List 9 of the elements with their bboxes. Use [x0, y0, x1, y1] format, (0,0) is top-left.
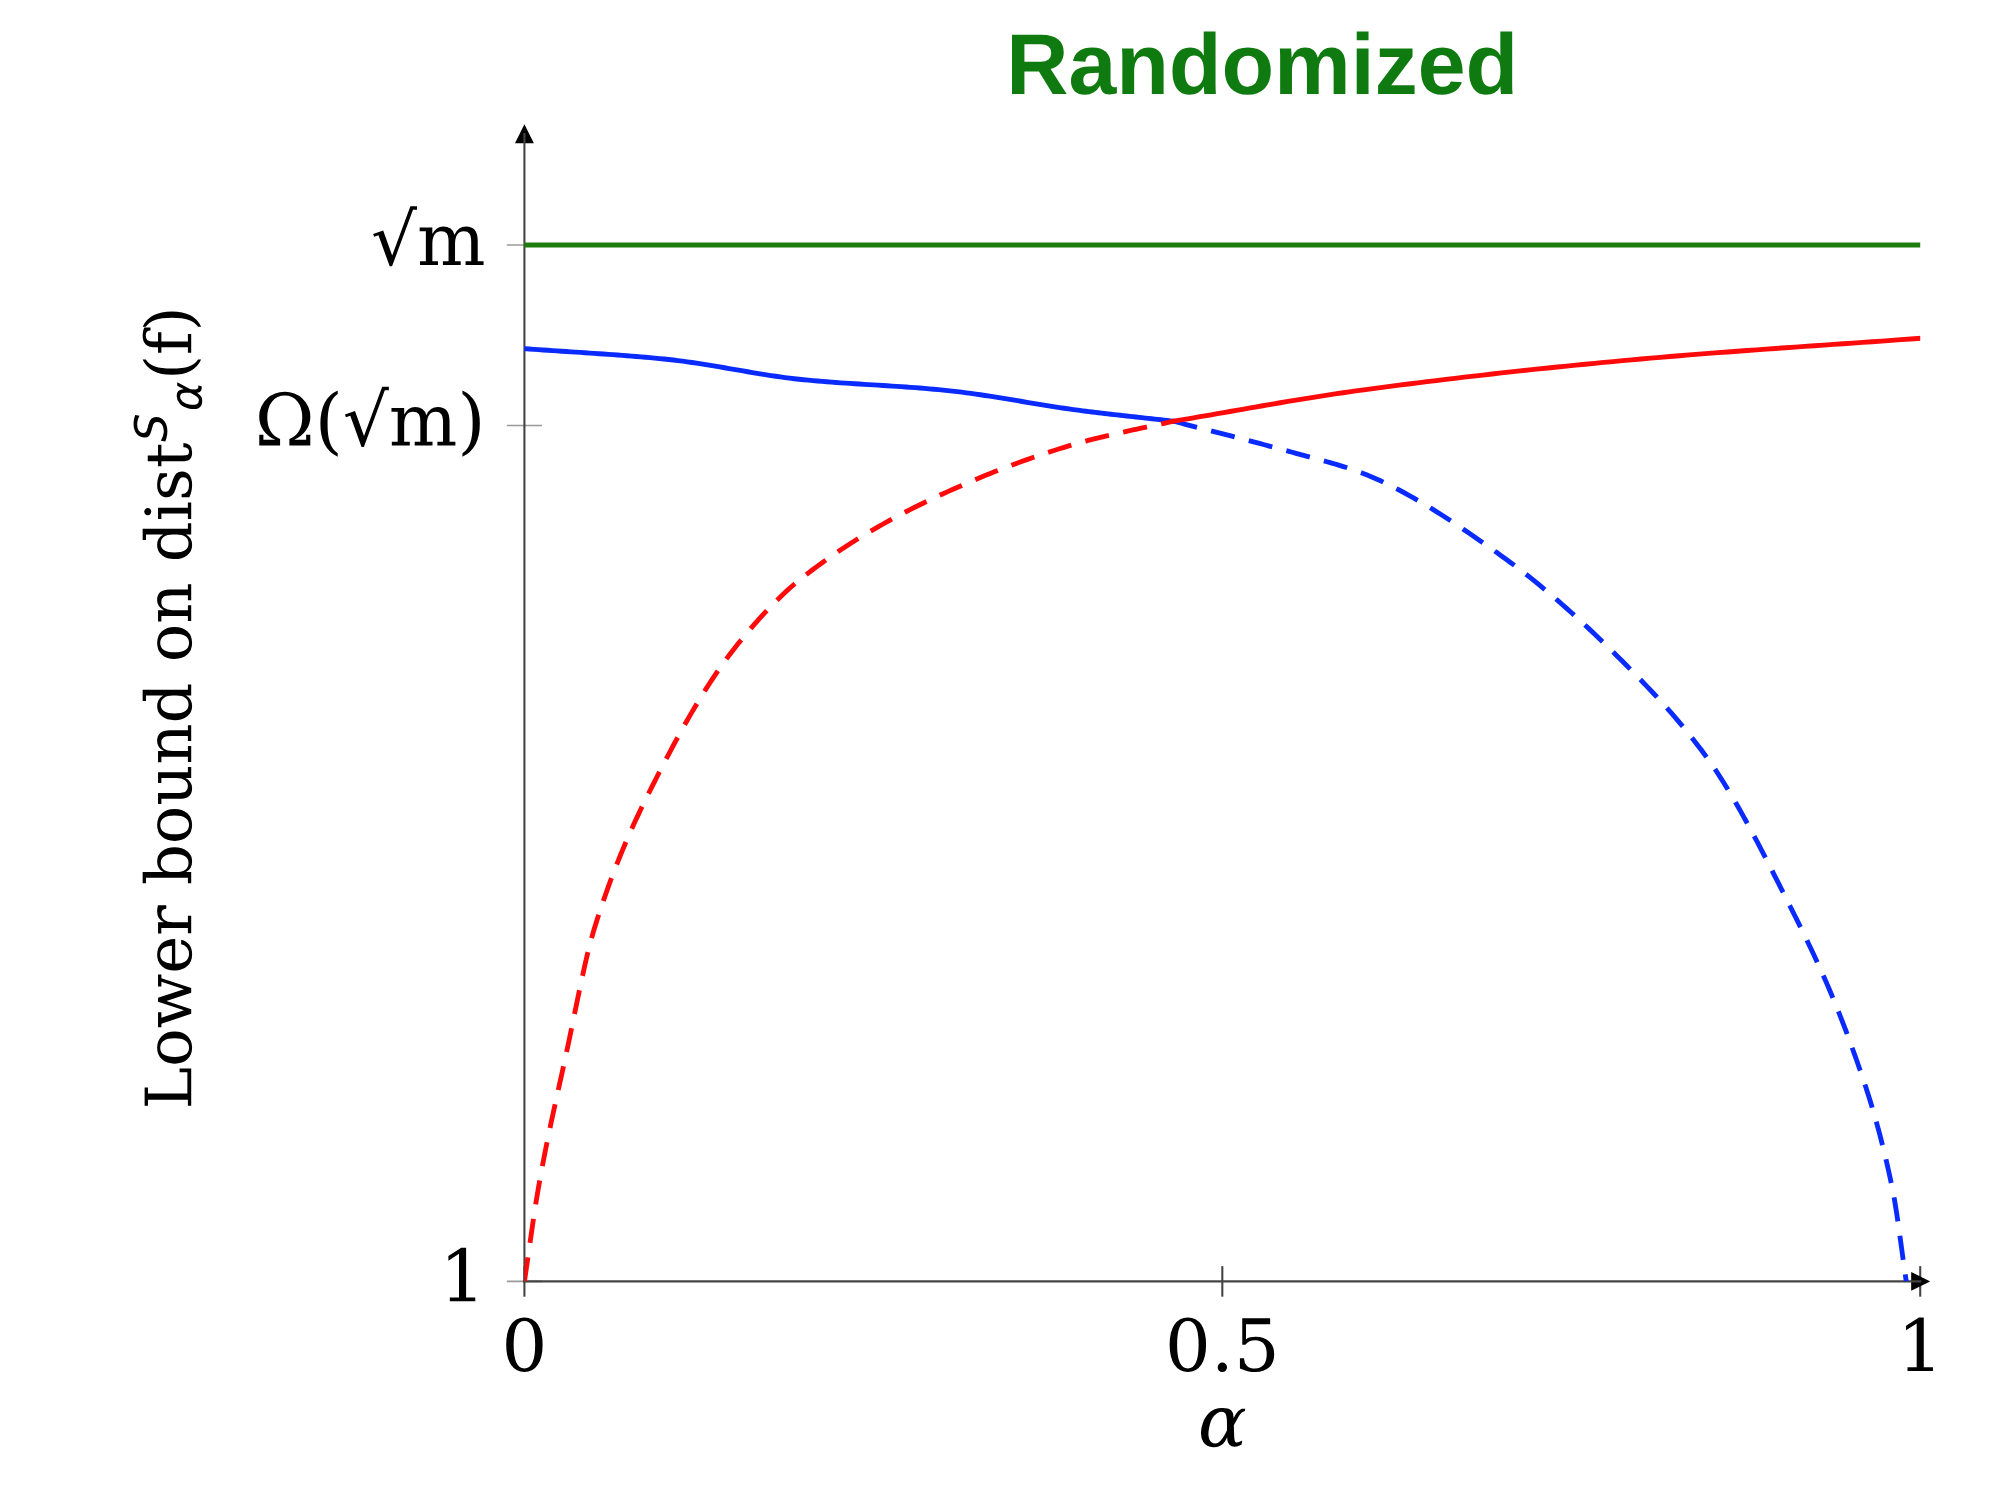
chart-title: Randomized: [1012, 31, 1513, 95]
text: Ω(√m): [259, 386, 480, 457]
annotation: 1: [448, 1247, 476, 1302]
x-axis-title: α: [1200, 1407, 1246, 1448]
y-axis-title: Lower bound on dist$^{S}$$_{α}$(f): [133, 311, 203, 1106]
annotation: √m: [373, 206, 484, 267]
x-tick-label: 1: [1906, 1317, 1933, 1371]
x-tick-label: 0: [506, 1317, 543, 1373]
x-tick-label: 0.5: [1169, 1317, 1275, 1373]
